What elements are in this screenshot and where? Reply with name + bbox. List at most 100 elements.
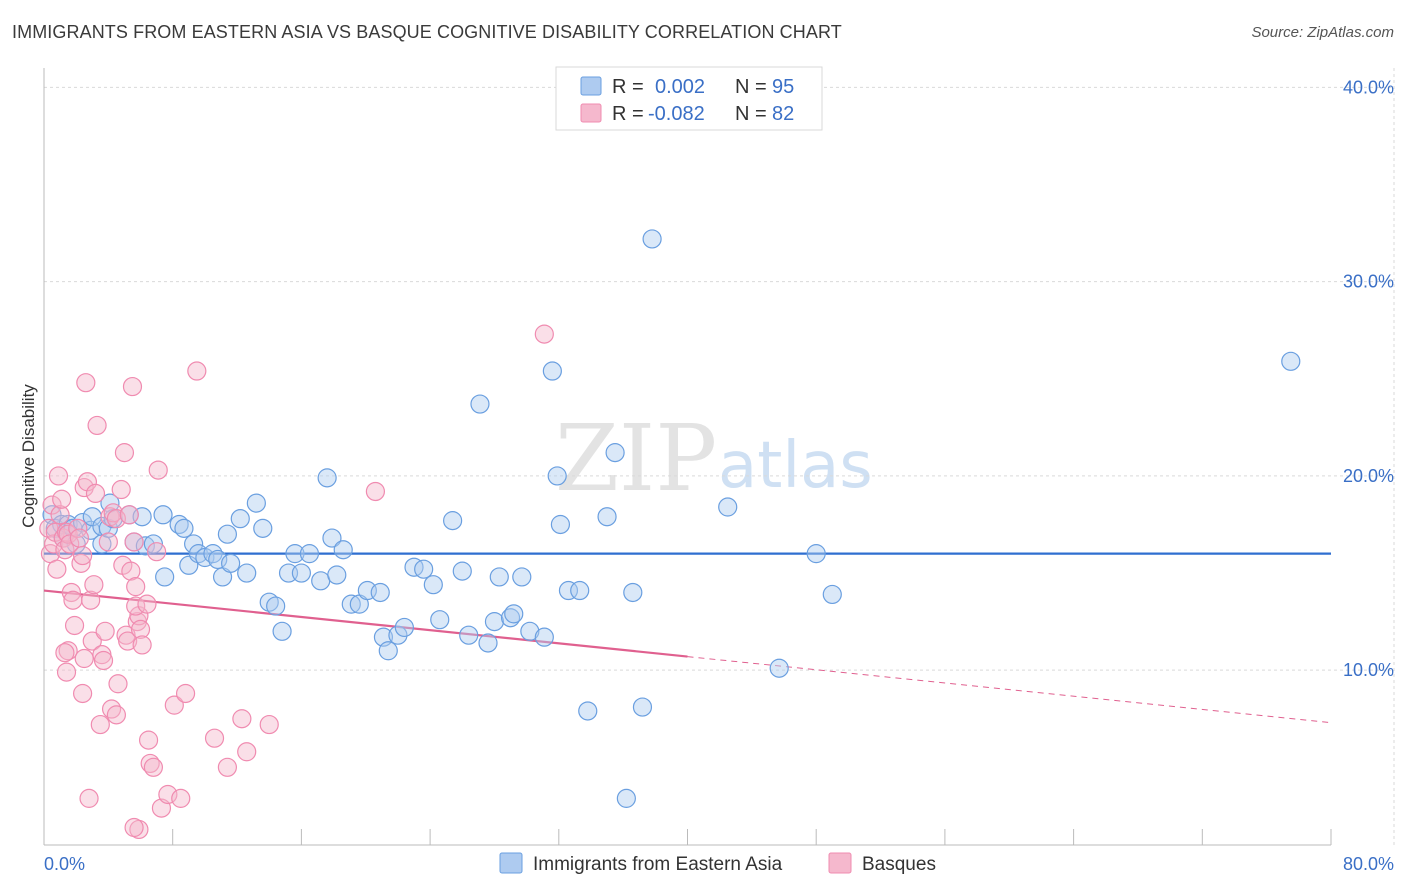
blue-point-31	[217, 524, 237, 544]
legend-n-label-1: N =	[735, 76, 767, 98]
legend-n-value-1: 95	[772, 76, 794, 98]
pink-point-71	[164, 695, 184, 715]
y-tick-label-0: 10.0%	[1343, 660, 1394, 680]
blue-point-52	[370, 582, 390, 603]
pink-point-26	[73, 683, 93, 704]
chart-title: IMMIGRANTS FROM EASTERN ASIA VS BASQUE C…	[12, 22, 842, 42]
legend-swatch-blue	[580, 76, 602, 96]
pink-point-58	[130, 619, 151, 639]
y-tick-label-2: 30.0%	[1343, 272, 1394, 292]
pink-point-37	[93, 650, 114, 671]
blue-point-46	[322, 528, 342, 548]
blue-point-73	[542, 361, 562, 381]
pink-point-70	[158, 784, 178, 805]
pink-trend-extension	[687, 656, 1332, 724]
blue-point-61	[443, 511, 463, 531]
blue-point-80	[605, 443, 625, 463]
pink-point-73	[175, 683, 196, 704]
legend-n-value-2: 82	[772, 103, 794, 125]
x-tick-labels: 0.0% 80.0%	[44, 854, 1394, 874]
pink-point-51	[119, 505, 139, 525]
blue-point-74	[547, 466, 567, 486]
blue-point-32	[221, 553, 241, 573]
y-axis-title: Cognitive Disability	[19, 384, 38, 528]
blue-point-59	[423, 575, 443, 595]
legend-r-label-2: R =	[612, 103, 644, 125]
pink-point-75	[204, 728, 225, 748]
blue-point-56	[394, 617, 414, 638]
pink-point-32	[84, 575, 104, 595]
blue-point-54	[378, 641, 398, 661]
watermark-zip: ZIP	[555, 405, 717, 512]
blue-point-75	[550, 514, 571, 535]
pink-point-13	[60, 534, 80, 554]
blue-point-25	[184, 534, 204, 554]
x-tick-label-1: 80.0%	[1343, 854, 1394, 874]
pink-point-31	[82, 631, 102, 651]
pink-point-23	[73, 545, 93, 566]
blue-point-85	[718, 497, 738, 517]
blue-point-87	[806, 544, 826, 564]
blue-point-60	[430, 610, 450, 630]
bottom-legend-label-1: Immigrants from Eastern Asia	[533, 854, 783, 875]
blue-point-44	[311, 571, 331, 591]
pink-point-48	[114, 443, 135, 463]
blue-point-88	[822, 584, 842, 605]
blue-point-36	[253, 518, 273, 538]
blue-point-63	[459, 625, 479, 645]
legend-n-label-2: N =	[735, 103, 767, 125]
pink-point-74	[187, 361, 207, 381]
pink-point-33	[85, 483, 106, 504]
blue-point-62	[452, 561, 472, 581]
watermark-atlas: atlas	[718, 429, 873, 503]
blue-point-29	[208, 549, 228, 570]
blue-point-20	[153, 505, 173, 525]
pink-point-34	[87, 415, 107, 436]
legend-r-label-1: R =	[612, 76, 644, 98]
pink-point-81	[534, 324, 554, 344]
pink-point-30	[81, 590, 101, 610]
top-legend: R = 0.002 N = 95 R = -0.082 N = 82	[555, 66, 823, 131]
blue-point-57	[404, 557, 424, 577]
blue-point-81	[616, 788, 636, 808]
blue-point-41	[285, 544, 305, 564]
data-points	[39, 229, 1301, 840]
pink-point-72	[171, 788, 191, 808]
blue-point-67	[489, 567, 509, 587]
pink-point-66	[143, 757, 163, 777]
pink-point-2	[42, 495, 62, 515]
pink-point-80	[365, 481, 386, 502]
pink-point-6	[48, 466, 69, 486]
pink-point-44	[106, 705, 126, 725]
blue-point-38	[266, 596, 286, 616]
pink-point-63	[137, 594, 157, 614]
y-tick-labels: 10.0% 20.0% 30.0% 40.0%	[1343, 77, 1394, 680]
watermark: ZIP atlas	[555, 405, 873, 512]
blue-point-47	[327, 565, 347, 585]
pink-point-52	[121, 561, 141, 581]
x-tick-label-0: 0.0%	[44, 854, 85, 874]
bottom-legend: Immigrants from Eastern Asia Basques	[499, 852, 936, 875]
pink-point-27	[76, 373, 96, 393]
blue-point-71	[520, 621, 540, 641]
pink-point-35	[90, 714, 110, 735]
pink-point-42	[103, 503, 123, 523]
pink-point-24	[74, 477, 94, 498]
pink-point-64	[138, 730, 159, 750]
source-label: Source: ZipAtlas.com	[1251, 24, 1394, 41]
pink-point-55	[126, 577, 146, 597]
blue-point-82	[623, 582, 643, 603]
pink-point-17	[58, 641, 78, 661]
pink-point-77	[232, 709, 252, 729]
pink-point-7	[50, 505, 70, 525]
blue-point-79	[597, 507, 617, 527]
bottom-legend-swatch-pink	[828, 852, 852, 874]
pink-point-46	[111, 479, 131, 500]
blue-point-64	[470, 394, 490, 414]
blue-point-77	[570, 580, 590, 601]
blue-point-76	[558, 580, 579, 601]
blue-point-55	[388, 625, 408, 645]
blue-point-33	[230, 509, 250, 529]
blue-point-84	[642, 229, 662, 249]
